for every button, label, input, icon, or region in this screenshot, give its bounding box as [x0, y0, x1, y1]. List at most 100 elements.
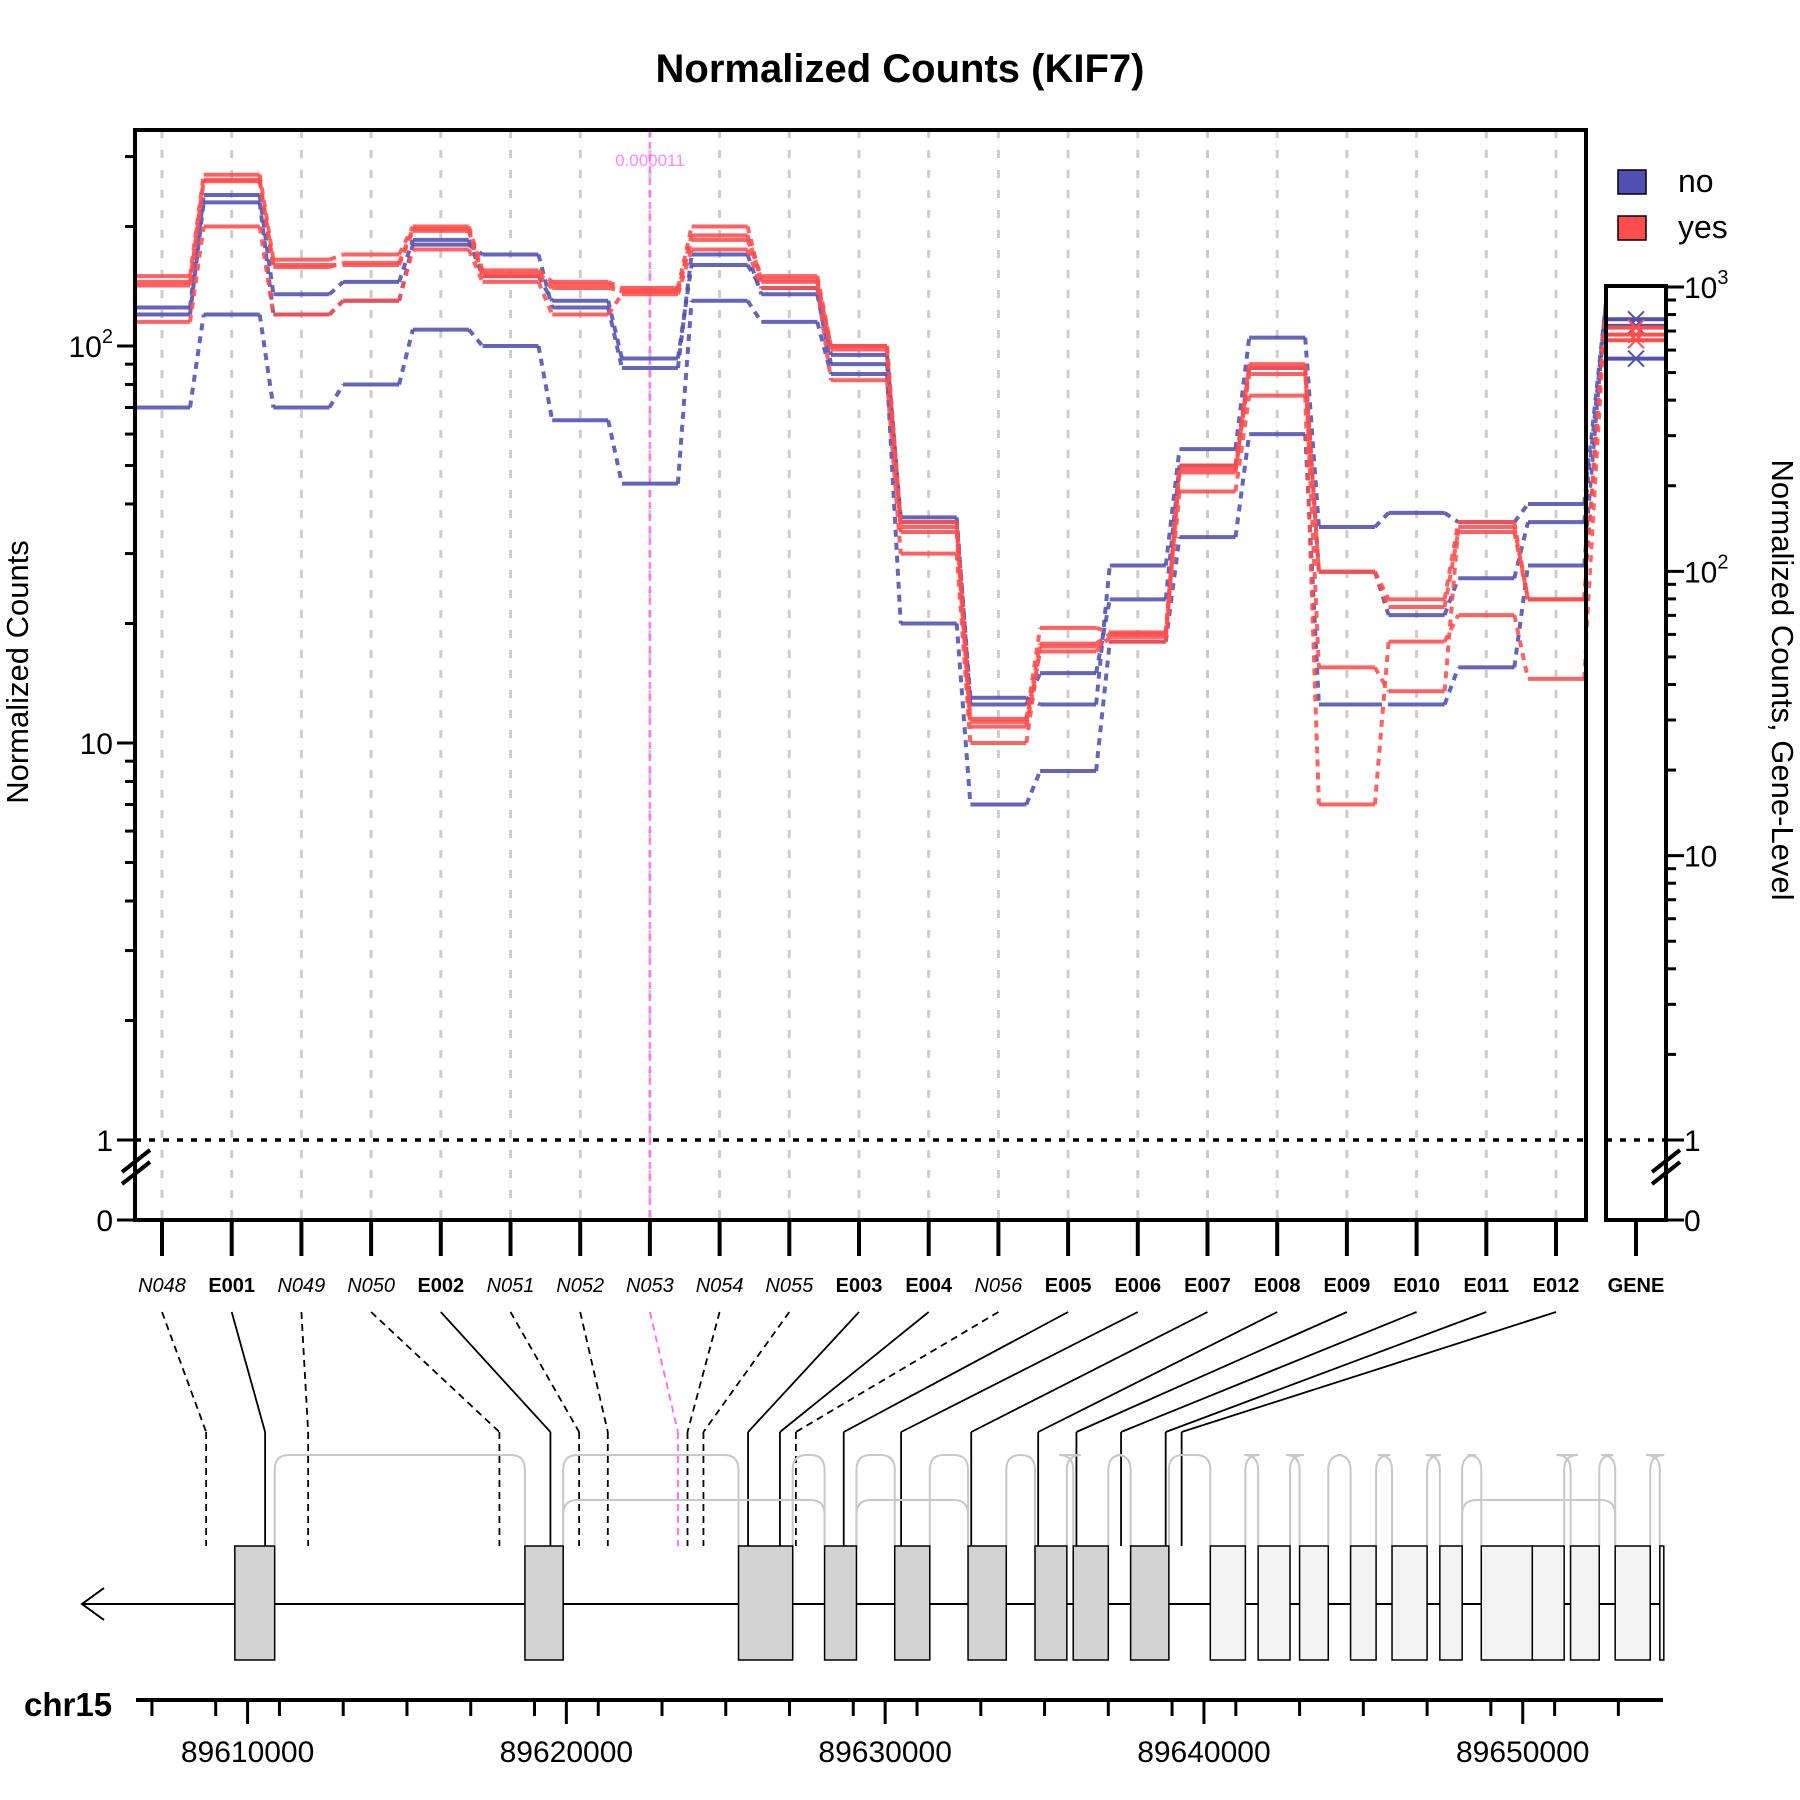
junction-arc — [1285, 1454, 1305, 1546]
feature-label-E010: E010 — [1393, 1275, 1440, 1297]
feature-connectors — [161, 1311, 1557, 1546]
legend-label-no: no — [1678, 163, 1714, 199]
series-connector — [397, 225, 415, 256]
junction-arc — [1375, 1454, 1394, 1546]
series-connector — [675, 254, 694, 369]
series-connector — [1303, 364, 1321, 668]
exon-box — [893, 1545, 931, 1661]
junction-arc — [855, 1454, 896, 1546]
feature-label-N049: N049 — [277, 1275, 325, 1297]
series-connector — [1512, 614, 1530, 680]
highlight-pvalue-label: 0.000011 — [615, 151, 685, 170]
series-connector — [745, 263, 764, 290]
exon-box — [1034, 1545, 1068, 1661]
series-connector — [1373, 666, 1391, 693]
junction-arc — [273, 1454, 526, 1546]
series-connector — [1233, 337, 1252, 450]
series-connector — [607, 282, 623, 294]
feature-connector — [649, 1311, 679, 1433]
series-connector — [606, 307, 624, 369]
series-connector — [397, 248, 415, 302]
feature-connector — [370, 1311, 501, 1433]
series-yes — [134, 177, 1608, 724]
feature-label-E009: E009 — [1324, 1275, 1371, 1297]
series-connector — [1163, 468, 1182, 635]
strand-arrow-icon — [80, 1587, 105, 1621]
feature-label-E004: E004 — [905, 1275, 953, 1297]
gene-model-track: 89610000 89620000 89630000 89640000 89650000 — [80, 1454, 1665, 1769]
feature-connector — [230, 1311, 266, 1433]
junction-arc — [928, 1454, 970, 1546]
feature-connector — [1120, 1311, 1417, 1433]
feature-label-N055: N055 — [765, 1275, 814, 1297]
y-tick-label-right: 103 — [1684, 267, 1729, 305]
series-connector — [954, 623, 973, 805]
series-connector — [328, 252, 344, 262]
junction-arc — [1461, 1454, 1483, 1546]
feature-label-N052: N052 — [556, 1275, 604, 1297]
junction-arc — [1107, 1454, 1132, 1546]
exon-box — [1298, 1545, 1330, 1661]
series-connector — [1512, 502, 1530, 524]
junction-arc — [1059, 1454, 1081, 1546]
feature-connector — [300, 1311, 310, 1433]
feature-labels: N048 E001 N049 N050 E002 N051 N052 N053 N054 N055… — [138, 1275, 1664, 1297]
y-tick-label-right: 0 — [1684, 1205, 1701, 1238]
legend-label-yes: yes — [1678, 209, 1728, 245]
series-connector — [1303, 367, 1321, 572]
genome-tick-label: 89620000 — [500, 1736, 633, 1769]
exon-box — [524, 1545, 564, 1661]
feature-label-E007: E007 — [1184, 1275, 1231, 1297]
series-connector — [1443, 511, 1460, 524]
series-connector — [188, 179, 206, 286]
feature-connector — [686, 1311, 721, 1433]
chart-title: Normalized Counts (KIF7) — [656, 47, 1145, 91]
series-connector — [745, 299, 763, 323]
series-connector — [257, 314, 276, 408]
exon-box — [1129, 1545, 1170, 1661]
feature-connector — [843, 1311, 1069, 1433]
series-connector — [328, 280, 345, 296]
feature-connector — [161, 1311, 207, 1433]
series-connector — [1024, 646, 1043, 744]
genome-axis: 89610000 89620000 89630000 89640000 89650000 — [136, 1698, 1663, 1769]
series-connector — [1233, 395, 1252, 492]
series-yes — [134, 172, 1608, 721]
exon-box — [1614, 1545, 1651, 1661]
feature-label-N050: N050 — [347, 1275, 395, 1297]
junction-arc — [1598, 1454, 1617, 1546]
series-connector — [1024, 770, 1042, 806]
axis-break-mark — [1650, 1160, 1682, 1186]
junction-arc — [562, 1454, 740, 1546]
series-connector — [606, 419, 624, 485]
series-connector — [257, 194, 276, 295]
junction-arc — [1645, 1454, 1665, 1546]
feature-connector — [970, 1311, 1208, 1433]
series-connector — [1094, 635, 1112, 653]
junction-arc — [1244, 1454, 1260, 1546]
feature-connector — [747, 1311, 860, 1433]
series-connector — [1094, 565, 1112, 705]
series-connector — [954, 531, 973, 727]
series-connector — [607, 280, 623, 290]
series-connector — [466, 248, 485, 283]
junction-arc-skip — [1461, 1499, 1617, 1546]
series-connector — [745, 248, 764, 289]
feature-label-E008: E008 — [1254, 1275, 1301, 1297]
series-connector — [885, 380, 903, 554]
gene-marker-no — [1627, 349, 1645, 368]
series-connector — [1373, 511, 1391, 529]
legend-swatch-no — [1617, 169, 1647, 195]
feature-connector — [1076, 1311, 1348, 1433]
junction-arc — [1327, 1454, 1352, 1546]
series-connector — [1095, 639, 1111, 649]
legend: no yes — [1617, 163, 1728, 245]
y-tick-label: 0 — [96, 1205, 113, 1238]
exon-box — [1439, 1545, 1463, 1661]
feature-label-E011: E011 — [1463, 1275, 1509, 1297]
exon-box — [967, 1545, 1008, 1661]
y-tick-label: 10 — [80, 728, 113, 761]
series-connector — [606, 293, 624, 316]
